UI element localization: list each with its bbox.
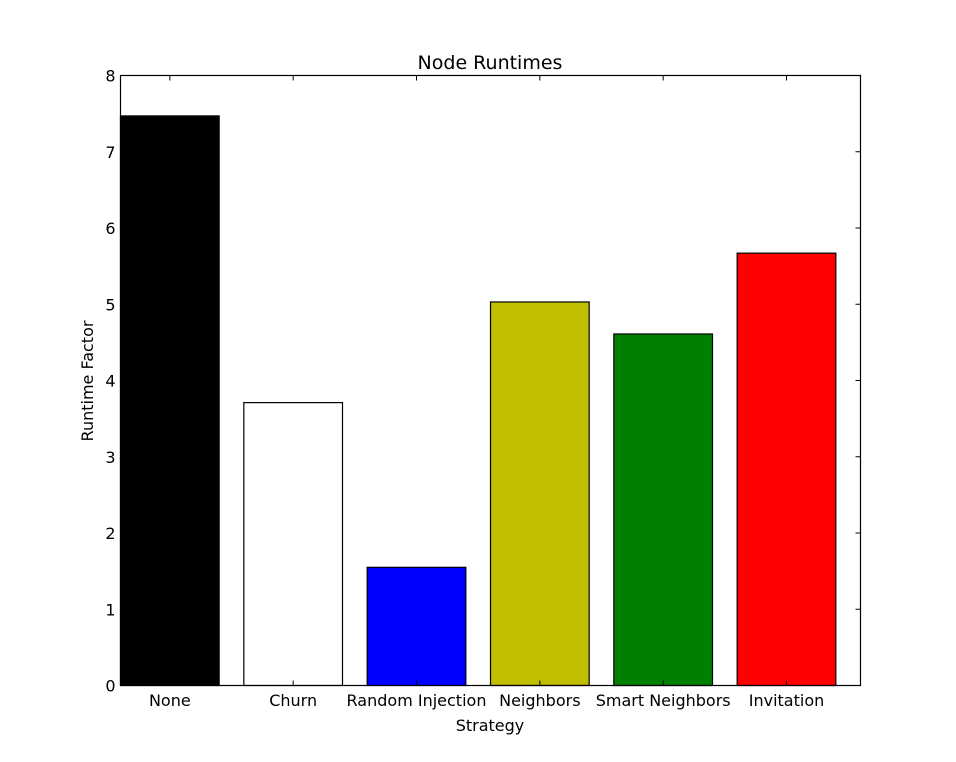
x-axis-label: Strategy bbox=[456, 716, 525, 735]
y-tick-label: 5 bbox=[105, 295, 115, 314]
y-tick-labels: 0 1 2 3 4 5 6 7 8 bbox=[105, 67, 115, 696]
bars-group bbox=[119, 115, 837, 687]
ticks-group bbox=[120, 75, 861, 686]
bar-neighbors bbox=[489, 301, 590, 687]
bar-smart-neighbors bbox=[613, 333, 714, 687]
x-tick-label: Churn bbox=[269, 691, 317, 710]
y-tick-label: 8 bbox=[105, 67, 115, 86]
x-tick-label: Smart Neighbors bbox=[596, 691, 731, 710]
chart-title: Node Runtimes bbox=[418, 52, 563, 74]
y-tick-label: 7 bbox=[105, 143, 115, 162]
y-tick-label: 3 bbox=[105, 448, 115, 467]
y-tick-label: 0 bbox=[105, 677, 115, 696]
y-axis-label: Runtime Factor bbox=[78, 320, 97, 441]
x-tick-label: Invitation bbox=[749, 691, 825, 710]
y-tick-label: 4 bbox=[105, 372, 115, 391]
x-tick-label: None bbox=[149, 691, 191, 710]
x-tick-label: Neighbors bbox=[499, 691, 580, 710]
bar-none bbox=[119, 115, 220, 687]
plot-frame bbox=[119, 74, 862, 687]
x-tick-label: Random Injection bbox=[347, 691, 487, 710]
y-tick-label: 2 bbox=[105, 524, 115, 543]
x-tick-labels: None Churn Random Injection Neighbors Smart … bbox=[149, 691, 824, 710]
bar-random-injection bbox=[366, 566, 467, 687]
y-tick-label: 1 bbox=[105, 600, 115, 619]
bar-churn bbox=[243, 402, 344, 687]
y-tick-label: 6 bbox=[105, 219, 115, 238]
bar-invitation bbox=[736, 252, 837, 687]
